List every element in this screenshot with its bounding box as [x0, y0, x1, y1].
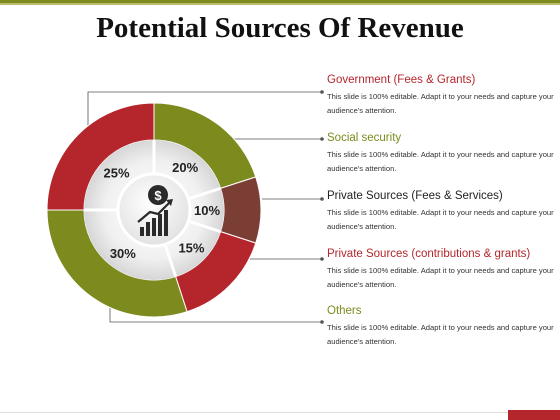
revenue-growth-icon: $ — [137, 185, 173, 236]
legend-item-description: This slide is 100% editable. Adapt it to… — [327, 323, 554, 346]
legend-item: Government (Fees & Grants) This slide is … — [327, 73, 557, 118]
bottom-accent-bar — [508, 410, 560, 420]
legend-item: Social security This slide is 100% editab… — [327, 131, 557, 176]
page-title: Potential Sources Of Revenue — [96, 12, 464, 44]
legend-item: Others This slide is 100% editable. Adapt… — [327, 304, 557, 349]
legend-item-title: Private Sources (Fees & Services) — [327, 190, 503, 202]
percent-label: 30% — [110, 246, 136, 261]
legend-item-title: Government (Fees & Grants) — [327, 74, 476, 86]
connector-dot — [320, 197, 324, 201]
percent-labels: 25% 20% 10% 15% 30% — [104, 160, 221, 261]
top-accent-light — [0, 3, 560, 5]
percent-label: 20% — [172, 160, 198, 175]
connector-dot — [320, 320, 324, 324]
legend-item-description: This slide is 100% editable. Adapt it to… — [327, 150, 554, 173]
svg-text:$: $ — [154, 188, 162, 203]
legend-item-title: Others — [327, 305, 362, 317]
center-hub — [116, 172, 192, 248]
inner-divider — [163, 243, 178, 278]
percent-label: 15% — [178, 240, 204, 255]
top-accent-green — [0, 0, 560, 3]
legend-item-description: This slide is 100% editable. Adapt it to… — [327, 266, 554, 289]
inner-dividers — [84, 140, 222, 278]
top-accent-bar — [0, 0, 560, 7]
legend-item-title: Private Sources (contributions & grants) — [327, 248, 531, 260]
legend-item: Private Sources (Fees & Services) This sl… — [327, 189, 557, 234]
connector-dot — [320, 90, 324, 94]
bottom-rule — [0, 412, 508, 413]
legend-item-title: Social security — [327, 132, 402, 144]
inner-divider — [187, 219, 222, 234]
legend-item-description: This slide is 100% editable. Adapt it to… — [327, 92, 554, 115]
legend-item: Private Sources (contributions & grants)… — [327, 247, 557, 292]
outer-ring — [46, 102, 262, 318]
connector-line — [87, 91, 322, 140]
connector-lines — [87, 90, 324, 324]
inner-divider — [187, 186, 222, 201]
connector-dot — [320, 137, 324, 141]
legend-item-description: This slide is 100% editable. Adapt it to… — [327, 208, 554, 231]
connector-dot — [320, 257, 324, 261]
percent-label: 25% — [104, 166, 130, 181]
percent-label: 10% — [194, 203, 220, 218]
